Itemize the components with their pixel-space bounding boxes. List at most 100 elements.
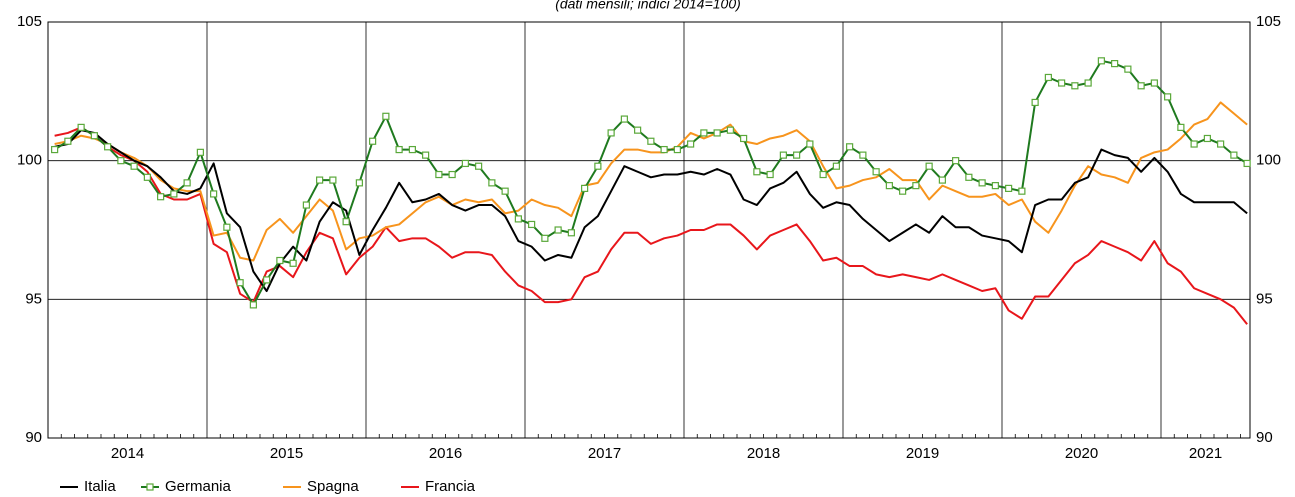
point-marker xyxy=(885,182,893,190)
x-tick-label: 2018 xyxy=(747,445,780,462)
y-tick-label: 100 xyxy=(17,152,42,169)
point-marker xyxy=(581,184,589,192)
y2-tick-label: 100 xyxy=(1256,152,1281,169)
point-marker xyxy=(1097,57,1105,65)
y-tick-label: 90 xyxy=(25,429,42,446)
point-marker xyxy=(514,215,522,223)
point-marker xyxy=(501,187,509,195)
point-marker xyxy=(236,279,244,287)
point-marker xyxy=(991,182,999,190)
point-marker xyxy=(395,145,403,154)
x-tick-label: 2021 xyxy=(1189,445,1222,462)
series-line xyxy=(54,129,1248,293)
x-tick-label: 2014 xyxy=(111,445,144,462)
x-tick-label: 2016 xyxy=(429,445,462,462)
point-marker xyxy=(687,140,695,148)
point-marker xyxy=(475,162,483,170)
point-marker xyxy=(263,276,271,284)
point-marker xyxy=(1177,123,1185,131)
point-marker xyxy=(793,151,801,159)
point-marker xyxy=(382,112,390,120)
x-tick-label: 2020 xyxy=(1065,445,1098,462)
point-marker xyxy=(806,140,814,148)
series-line xyxy=(54,59,1248,306)
point-marker xyxy=(634,126,642,134)
y2-tick-label: 95 xyxy=(1256,290,1273,307)
point-marker xyxy=(143,173,151,181)
point-marker xyxy=(965,173,973,181)
point-marker xyxy=(157,193,165,201)
point-marker xyxy=(899,187,907,195)
series-line xyxy=(54,101,1248,262)
point-marker xyxy=(978,179,986,187)
point-marker xyxy=(1164,93,1172,101)
y2-tick-label: 90 xyxy=(1256,429,1273,446)
point-marker xyxy=(1150,79,1158,87)
point-marker xyxy=(1124,65,1132,73)
legend-marker xyxy=(146,483,154,491)
series-line xyxy=(54,126,1248,325)
point-marker xyxy=(1230,151,1238,159)
point-marker xyxy=(594,162,602,170)
point-marker xyxy=(660,145,668,154)
point-marker xyxy=(554,226,562,234)
point-marker xyxy=(912,182,920,190)
point-marker xyxy=(1137,82,1145,90)
point-marker xyxy=(302,201,310,209)
point-marker xyxy=(925,162,933,170)
point-marker xyxy=(448,170,456,179)
point-marker xyxy=(673,145,681,154)
point-marker xyxy=(77,123,85,131)
point-marker xyxy=(1031,98,1039,107)
point-marker xyxy=(528,220,536,229)
point-marker xyxy=(647,137,655,145)
point-marker xyxy=(620,115,628,123)
point-marker xyxy=(1044,73,1052,82)
point-marker xyxy=(276,256,284,265)
point-marker xyxy=(872,168,880,176)
point-marker xyxy=(1203,134,1211,143)
point-marker xyxy=(130,162,138,170)
point-marker xyxy=(183,179,191,187)
point-marker xyxy=(1243,159,1251,168)
y2-tick-label: 105 xyxy=(1256,13,1281,30)
point-marker xyxy=(408,145,416,154)
point-marker xyxy=(700,129,708,137)
point-marker xyxy=(1084,79,1092,87)
legend-label: Francia xyxy=(425,478,476,495)
point-marker xyxy=(541,234,549,242)
point-marker xyxy=(90,132,98,140)
legend-label: Spagna xyxy=(307,478,359,495)
point-marker xyxy=(766,170,774,179)
point-marker xyxy=(316,176,324,184)
point-marker xyxy=(740,134,748,143)
point-marker xyxy=(435,170,443,179)
point-marker xyxy=(1111,59,1119,68)
point-marker xyxy=(726,126,734,134)
point-marker xyxy=(859,151,867,159)
chart-subtitle: (dati mensili; indici 2014=100) xyxy=(555,0,741,12)
point-marker xyxy=(223,223,231,231)
x-tick-label: 2019 xyxy=(906,445,939,462)
point-marker xyxy=(1217,140,1225,148)
point-marker xyxy=(461,159,469,168)
point-marker xyxy=(1071,82,1079,90)
y-tick-label: 95 xyxy=(25,290,42,307)
point-marker xyxy=(713,129,721,137)
point-marker xyxy=(249,301,257,309)
point-marker xyxy=(607,129,615,137)
point-marker xyxy=(952,157,960,165)
legend-label: Germania xyxy=(165,478,232,495)
point-marker xyxy=(117,157,125,165)
point-marker xyxy=(1005,184,1013,192)
point-marker xyxy=(753,168,761,176)
point-marker xyxy=(832,162,840,170)
y-tick-label: 105 xyxy=(17,13,42,30)
point-marker xyxy=(1190,140,1198,148)
point-marker xyxy=(355,179,363,187)
point-marker xyxy=(567,229,575,237)
point-marker xyxy=(64,137,72,145)
point-marker xyxy=(289,259,297,267)
point-marker xyxy=(369,137,377,145)
